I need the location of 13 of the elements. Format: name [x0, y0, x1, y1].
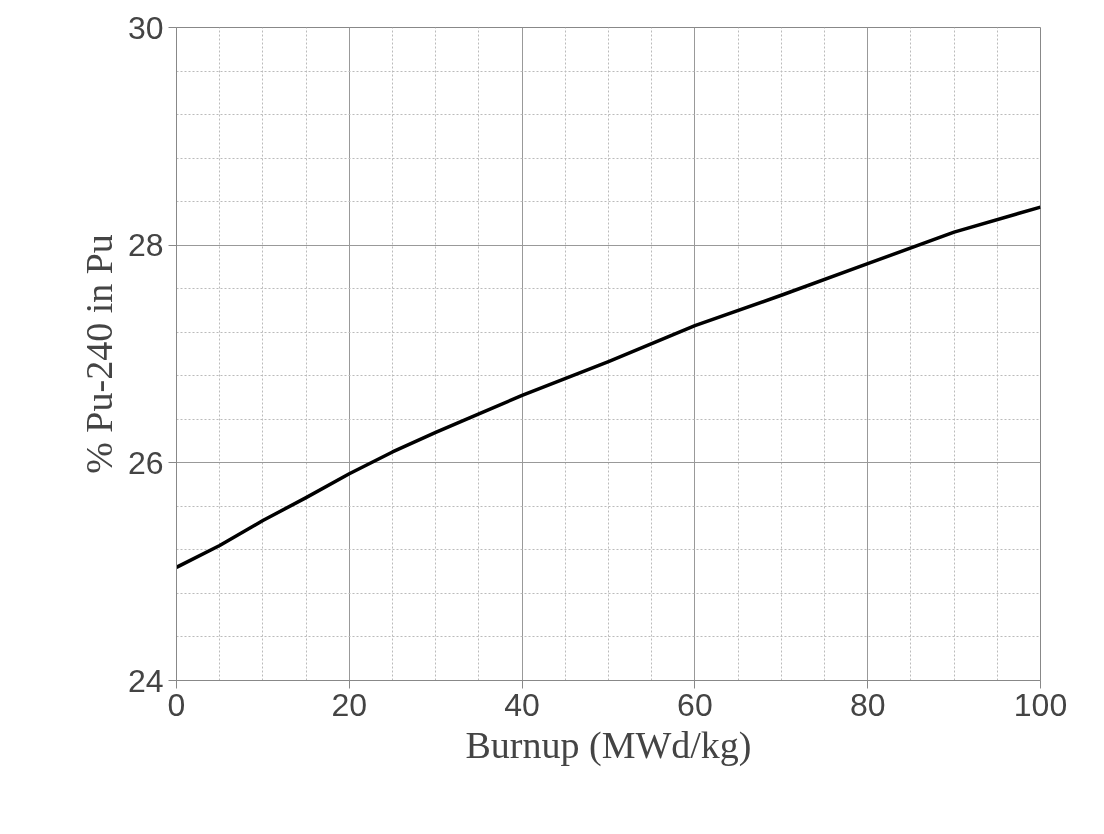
- x-tick-label: 20: [331, 686, 368, 723]
- line-series: [176, 205, 1041, 570]
- x-tick-label: 0: [167, 686, 186, 723]
- x-tick-label: 80: [849, 686, 886, 723]
- x-tick-label: 60: [677, 686, 713, 723]
- x-tick-label: 100: [1013, 686, 1068, 723]
- x-axis-title: Burnup (MWd/kg): [465, 723, 752, 767]
- x-tick-label: 40: [504, 686, 540, 723]
- y-tick-label: 30: [127, 9, 164, 46]
- y-tick-label: 24: [127, 662, 164, 699]
- y-axis-title: % Pu-240 in Pu: [77, 234, 120, 474]
- y-tick-label: 26: [127, 444, 164, 481]
- y-tick-label: 28: [127, 227, 164, 264]
